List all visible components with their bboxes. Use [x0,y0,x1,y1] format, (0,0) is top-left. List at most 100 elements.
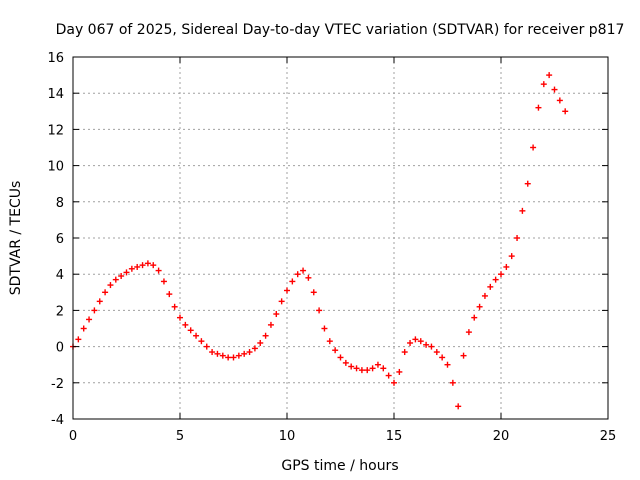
data-point [128,265,135,272]
y-tick-label: 12 [47,123,64,138]
grid [73,57,608,419]
x-tick-label: 5 [176,429,184,444]
data-point [337,354,344,361]
data-point [102,289,109,296]
y-tick-label: -4 [51,413,64,428]
data-point [348,363,355,370]
y-axis-label: SDTVAR / TECUs [8,181,24,296]
y-tick-label: 8 [56,196,64,211]
data-point [305,274,312,281]
data-point [86,316,93,323]
data-point [364,367,371,374]
data-point [209,349,216,356]
data-point [380,365,387,372]
data-point [294,271,301,278]
data-point [535,104,542,111]
data-point [449,379,456,386]
y-tick-label: 6 [56,232,64,247]
data-point [262,332,269,339]
data-point [300,267,307,274]
y-tick-label: 10 [47,160,64,175]
data-point [460,352,467,359]
axis-ticks: 0 5 10 15 20 25 -4 -2 0 2 4 6 8 10 12 14 16 [47,51,616,444]
data-point [273,311,280,318]
data-point [524,180,531,187]
data-point [465,329,472,336]
data-point [556,97,563,104]
data-point [203,343,210,350]
data-point [75,336,82,343]
data-point [455,403,462,410]
data-point [316,307,323,314]
data-point [289,278,296,285]
data-point [487,283,494,290]
data-point [235,352,242,359]
data-point [551,86,558,93]
data-point [492,276,499,283]
data-point [374,361,381,368]
data-point [546,72,553,79]
data-point [182,321,189,328]
x-tick-label: 20 [493,429,510,444]
data-point [407,339,414,346]
data-point [433,349,440,356]
data-point [391,379,397,386]
data-point [171,303,178,310]
x-tick-label: 15 [386,429,403,444]
data-point [257,339,264,346]
data-point [241,350,248,357]
data-point [96,298,103,305]
x-tick-label: 25 [600,429,617,444]
data-point [251,345,258,352]
data-point [284,287,290,294]
data-point [428,343,435,350]
y-tick-label: -2 [51,377,64,392]
data-point [278,298,285,305]
data-point [134,263,141,270]
data-point [321,325,328,332]
data-point [562,108,569,115]
data-point [530,144,537,151]
data-point [417,338,424,345]
data-point [246,349,253,356]
data-point [471,314,478,321]
data-point [160,278,167,285]
data-point [423,341,430,348]
data-point [80,325,87,332]
data-point [540,81,547,88]
data-point [401,349,408,356]
data-point [358,367,365,374]
data-point [439,354,446,361]
data-point [144,260,151,267]
data-point [118,273,125,280]
data-point [230,354,237,361]
data-point [177,314,183,321]
data-point [139,262,146,269]
data-point [514,235,521,241]
x-tick-label: 0 [69,429,77,444]
data-point [166,291,173,298]
chart-title: Day 067 of 2025, Sidereal Day-to-day VTE… [56,22,625,38]
data-point [508,253,515,260]
data-point [476,303,483,310]
data-point [332,347,339,354]
data-point [193,332,200,339]
data-point [112,276,119,283]
x-tick-label: 10 [279,429,296,444]
y-tick-label: 0 [56,341,64,356]
data-point [412,336,419,343]
y-tick-label: 2 [56,304,64,319]
data-point [444,361,451,368]
data-point [498,271,504,278]
data-point [91,307,98,314]
data-point [310,289,317,296]
data-point [219,352,226,359]
data-point [503,263,510,270]
x-axis-label: GPS time / hours [281,458,398,474]
data-point [369,365,376,372]
data-point [225,354,232,361]
data-point [396,368,403,375]
data-point [155,267,162,274]
data-point [267,321,274,328]
